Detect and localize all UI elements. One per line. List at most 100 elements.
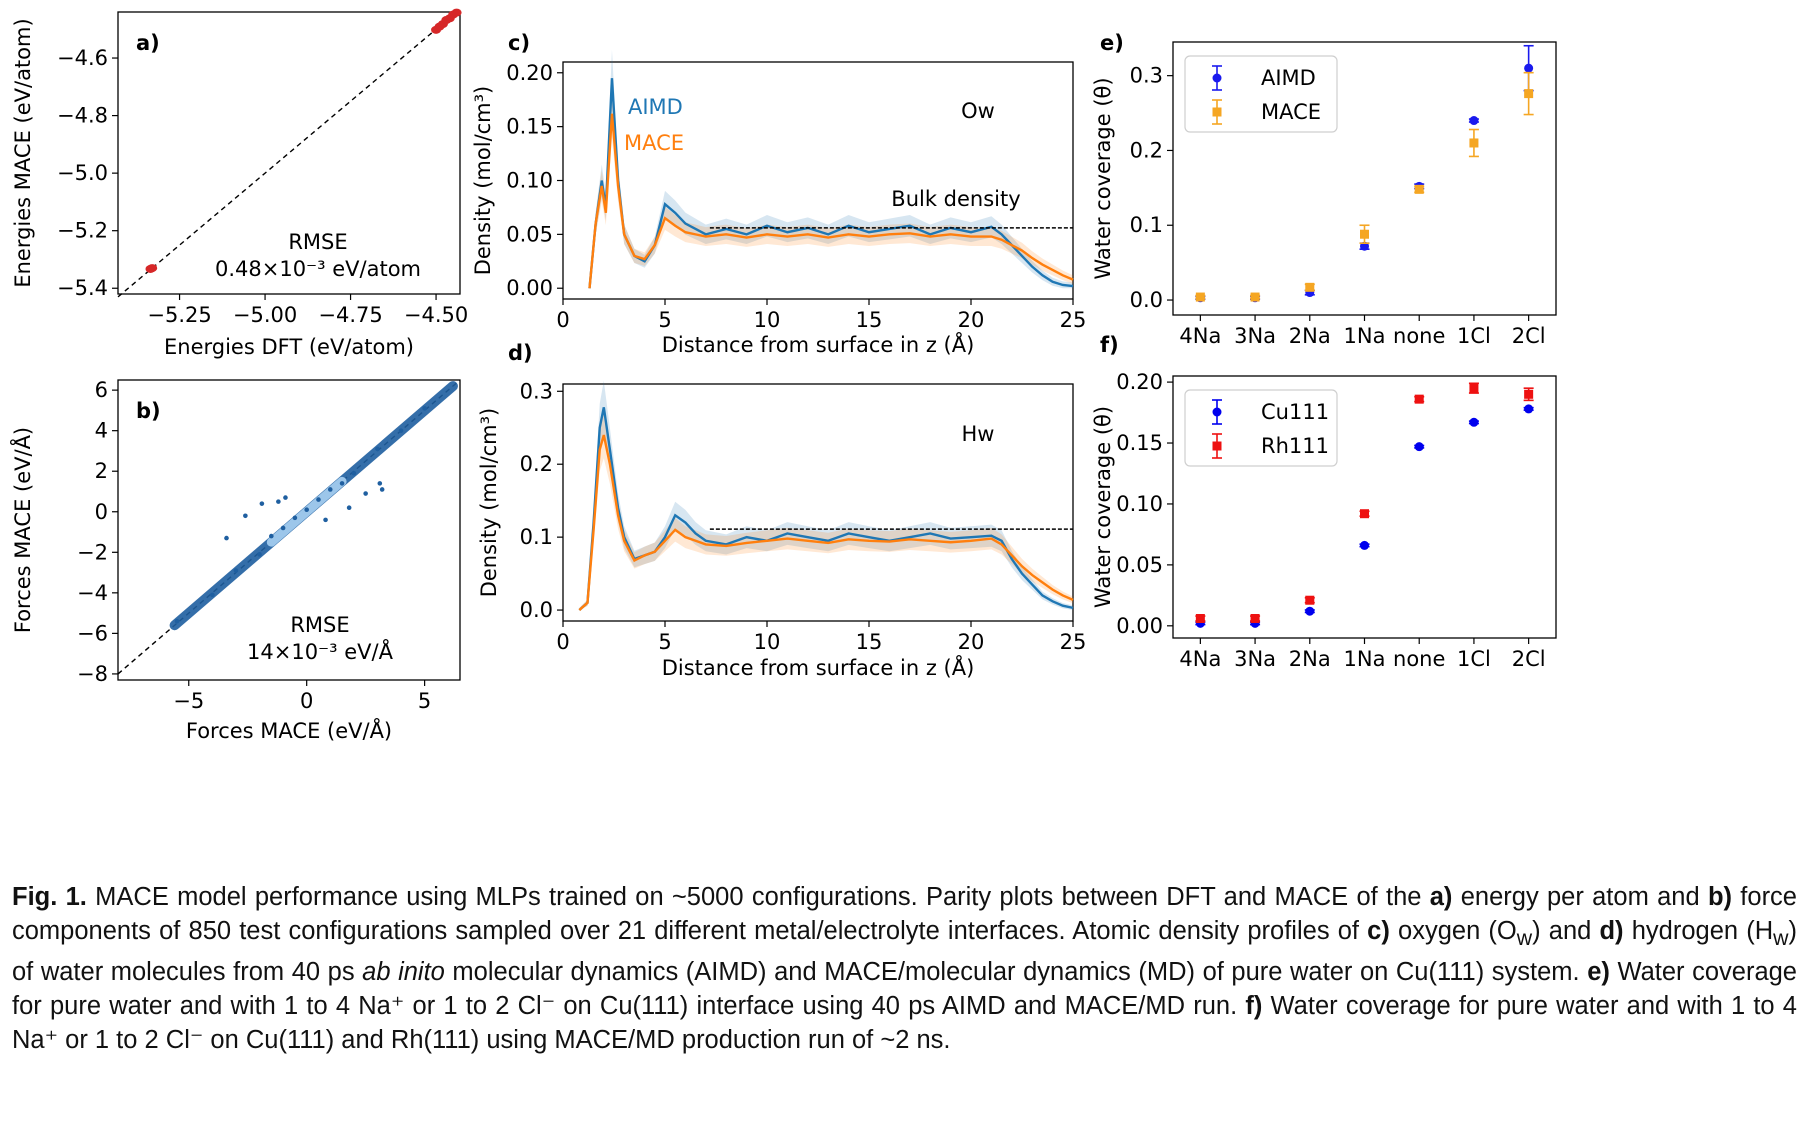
x-axis-label: Distance from surface in z (Å) [662, 654, 975, 680]
y-tick-label: −6 [77, 621, 108, 645]
y-tick-label: 0.2 [520, 452, 553, 476]
category-label: 1Cl [1457, 647, 1491, 671]
confidence-band-mace [589, 89, 1073, 289]
caption-text: force components of 850 test configurati… [12, 883, 1797, 945]
category-label: 4Na [1179, 324, 1221, 348]
force-point [243, 513, 248, 519]
species-label: Hw [962, 422, 995, 446]
data-point-aimd [1524, 63, 1534, 73]
y-tick-label: 0.20 [1116, 370, 1163, 394]
legend-box [1184, 389, 1338, 467]
category-label: 3Na [1234, 647, 1276, 671]
y-tick-label: 0.3 [520, 379, 553, 403]
caption-fig-label: Fig. 1. [12, 883, 87, 911]
aimd-label: AIMD [628, 95, 683, 119]
y-tick-label: −4 [77, 581, 108, 605]
confidence-band-mace [579, 411, 1073, 611]
caption-ref-b: b) [1707, 883, 1733, 911]
force-point [257, 552, 262, 557]
y-tick-label: 0.00 [506, 276, 553, 300]
x-tick-label: 25 [1060, 308, 1087, 332]
force-point [375, 446, 380, 452]
caption-text: MACE model performance using MLPs traine… [86, 883, 1430, 911]
caption-text: oxygen (O [1389, 917, 1517, 945]
y-tick-label: 0.2 [1130, 138, 1163, 162]
y-tick-label: 0.00 [1116, 614, 1163, 638]
x-tick-label: −5.25 [147, 303, 211, 327]
x-tick-label: −5 [173, 689, 204, 713]
y-tick-label: −5.4 [57, 276, 108, 300]
data-point-cu111 [1414, 442, 1424, 452]
caption-text: Water coverage for pure water and with 1… [12, 958, 1797, 1021]
y-tick-label: 0.15 [1116, 431, 1163, 455]
x-tick-label: 0 [556, 308, 569, 332]
legend-marker [1212, 407, 1222, 417]
x-tick-label: 10 [754, 308, 781, 332]
x-tick-label: 5 [658, 308, 671, 332]
y-tick-label: 0.10 [506, 169, 553, 193]
legend-box [1184, 55, 1338, 133]
y-axis-label: Density (mol/cm³) [477, 408, 501, 598]
force-point [323, 517, 328, 523]
category-label: 1Na [1344, 647, 1386, 671]
data-point-rh111 [1360, 509, 1369, 519]
rmse-label: RMSE [290, 613, 349, 637]
x-tick-label: 5 [418, 689, 431, 713]
data-point-rh111 [1524, 389, 1534, 399]
confidence-band-aimd [579, 380, 1073, 611]
legend-entry: MACE [1261, 100, 1321, 124]
caption-ref-f: f) [1245, 992, 1263, 1021]
x-tick-label: −4.50 [404, 303, 468, 327]
x-tick-label: 0 [556, 630, 569, 654]
data-point-mace [1414, 184, 1424, 194]
y-tick-label: −5.2 [57, 219, 108, 243]
data-point-rh111 [1305, 595, 1315, 605]
data-point-rh111 [1195, 614, 1205, 624]
x-tick-label: 15 [856, 630, 883, 654]
y-tick-label: 0.1 [1130, 213, 1163, 237]
y-axis-label: Density (mol/cm³) [471, 86, 495, 276]
x-tick-label: −4.75 [318, 303, 382, 327]
force-point [327, 487, 333, 492]
rmse-value: 0.48×10⁻³ eV/atom [215, 257, 421, 281]
force-point [259, 501, 265, 506]
panel-label: a) [136, 31, 160, 55]
y-tick-label: 0.05 [506, 222, 553, 246]
force-point [363, 491, 368, 496]
force-point [292, 515, 298, 521]
force-point [346, 505, 352, 511]
force-point [280, 525, 286, 531]
series-line-mace [588, 113, 1074, 289]
panel-label: b) [136, 399, 161, 423]
data-point-mace [1360, 229, 1369, 239]
legend: AIMD MACE [1184, 55, 1338, 133]
y-tick-label: 0 [95, 500, 108, 524]
caption-ref-e: e) [1587, 958, 1610, 987]
category-label: 1Cl [1457, 324, 1491, 348]
figure: −5.25 −5.00 −4.75 −4.50 −5.4 −5.2 −5.0 −4.8 −4.6… [9, 8, 1557, 743]
y-tick-label: −2 [77, 540, 108, 564]
mace-label: MACE [624, 131, 684, 155]
force-point [233, 568, 239, 573]
panel-label: d) [508, 341, 533, 365]
x-tick-label: 15 [856, 308, 883, 332]
species-label: Ow [961, 99, 995, 123]
y-tick-label: 0.05 [1116, 553, 1163, 577]
force-point [269, 533, 274, 539]
caption-text: ) and [1532, 917, 1600, 945]
data-point-rh111 [1414, 394, 1424, 404]
x-tick-label: 25 [1060, 630, 1087, 654]
category-label: 2Cl [1512, 324, 1546, 348]
x-axis-label: Energies DFT (eV/atom) [164, 335, 414, 359]
y-tick-label: 0.20 [506, 61, 553, 85]
legend-entry: Cu111 [1261, 400, 1329, 424]
y-tick-label: 2 [95, 459, 108, 483]
x-tick-label: 0 [300, 689, 313, 713]
y-tick-label: 0.0 [520, 598, 553, 622]
category-label: none [1393, 647, 1445, 671]
axes-frame-b [117, 379, 461, 681]
energy-point [451, 8, 462, 17]
force-point [377, 481, 383, 486]
x-tick-label: −5.00 [233, 303, 297, 327]
legend-marker [1212, 441, 1222, 451]
